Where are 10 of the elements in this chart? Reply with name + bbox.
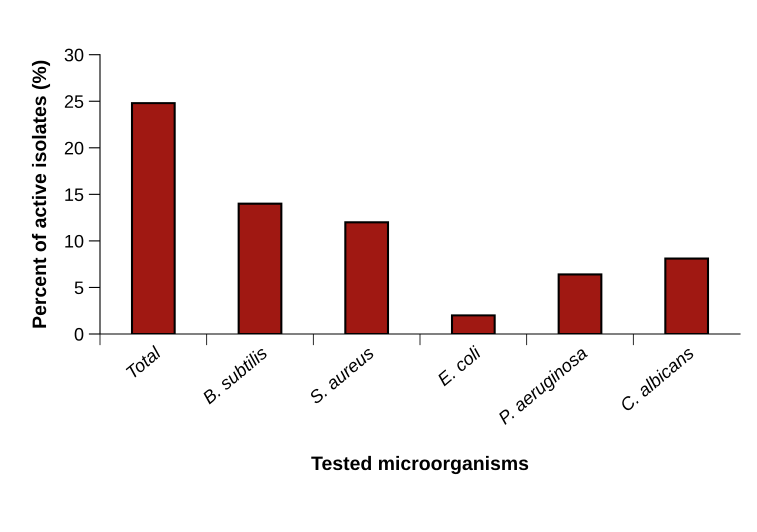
y-tick-label: 25 xyxy=(64,95,84,108)
x-tick-label: E. coli xyxy=(436,344,482,387)
y-tick-label: 15 xyxy=(65,188,84,202)
y-tick-label: 20 xyxy=(64,142,84,155)
y-tick-label: 30 xyxy=(64,48,84,62)
y-tick-label: 5 xyxy=(74,282,84,294)
y-tick-label: 0 xyxy=(74,328,84,341)
x-axis-title: Tested microorganisms xyxy=(311,456,528,474)
y-tick-label: 10 xyxy=(65,234,84,248)
y-axis-title: Percent of active isolates (%) xyxy=(32,60,50,328)
